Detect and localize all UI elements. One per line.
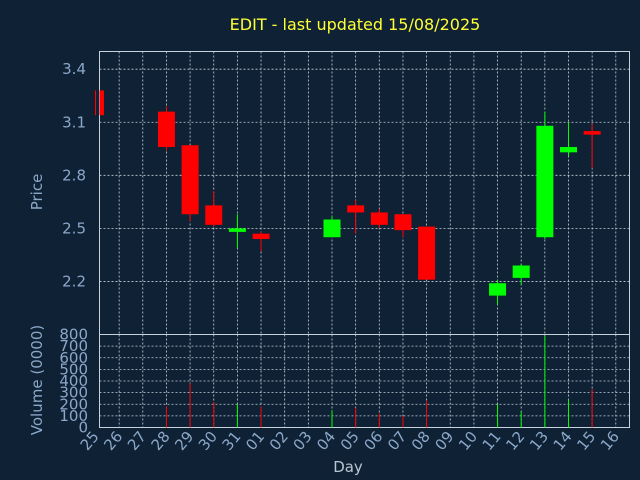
candle-body: [394, 214, 412, 231]
price-tick-label: 3.4: [62, 60, 86, 78]
candle: [560, 122, 577, 156]
volume-tick-label: 600: [59, 349, 88, 367]
candle: [370, 208, 388, 229]
candle-body: [252, 233, 270, 239]
candle-body: [99, 90, 104, 116]
price-tick-label: 2.8: [62, 166, 86, 184]
x-axis: 2526272829303101020304050607080910111213…: [77, 428, 623, 454]
volume-tick-label: 700: [59, 337, 88, 355]
candle-body: [228, 228, 246, 232]
candle: [252, 231, 270, 252]
volume-axis-label: Volume (0000): [28, 325, 46, 435]
x-axis-label: Day: [333, 458, 363, 476]
candle-body: [323, 219, 341, 238]
candle: [418, 226, 436, 280]
price-tick-label: 2.2: [62, 272, 86, 290]
volume-tick-label: 100: [59, 407, 88, 425]
price-tick-label: 3.1: [62, 113, 86, 131]
volume-tick-label: 200: [59, 395, 88, 413]
candle: [347, 200, 365, 234]
candle-body: [205, 205, 223, 225]
candle: [512, 263, 530, 285]
candle-body: [418, 226, 436, 280]
candle-body: [370, 212, 388, 225]
price-axis-label: Price: [28, 174, 46, 211]
candles: [95, 90, 601, 305]
candle-body: [512, 265, 530, 278]
candle: [205, 191, 223, 227]
volume-tick-label: 0: [78, 419, 88, 437]
candle-body: [536, 125, 554, 238]
candle-body: [489, 283, 507, 296]
candle: [95, 90, 104, 116]
volume-bars: [165, 335, 593, 428]
candle-body: [583, 131, 601, 135]
chart-title: EDIT - last updated 15/08/2025: [230, 15, 481, 34]
candle: [323, 215, 341, 238]
volume-tick-label: 400: [59, 372, 88, 390]
price-axis: 2.2 2.5 2.8 3.1 3.4: [62, 60, 86, 290]
candle-body: [157, 111, 175, 148]
candle: [394, 214, 412, 238]
candle-body: [181, 145, 199, 215]
volume-tick-label: 500: [59, 360, 88, 378]
candle: [489, 279, 507, 305]
volume-tick-label: 800: [59, 326, 88, 344]
candle: [157, 106, 175, 151]
candle: [228, 214, 246, 248]
candle-body: [347, 205, 365, 213]
volume-tick-label: 300: [59, 384, 88, 402]
candle-body: [560, 147, 577, 153]
candle: [536, 111, 554, 239]
candle: [181, 145, 199, 222]
candle: [583, 124, 601, 169]
price-tick-label: 2.5: [62, 219, 86, 237]
